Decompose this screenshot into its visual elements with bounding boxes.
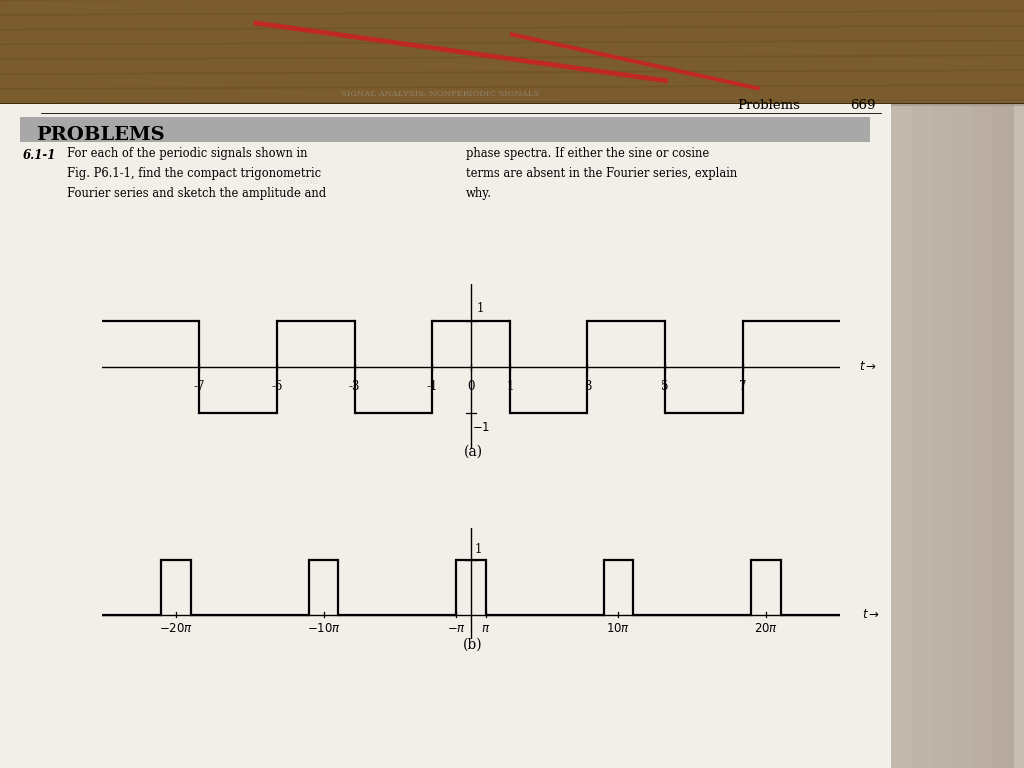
- Text: 5: 5: [662, 379, 669, 392]
- Text: terms are absent in the Fourier series, explain: terms are absent in the Fourier series, …: [466, 167, 737, 180]
- Text: Problems: Problems: [737, 99, 800, 112]
- Bar: [993, 104, 1014, 768]
- Text: -1: -1: [427, 379, 438, 392]
- Text: (b): (b): [463, 638, 483, 652]
- Text: PROBLEMS: PROBLEMS: [36, 126, 165, 144]
- Bar: [891, 104, 1024, 768]
- Text: Fourier series and sketch the amplitude and: Fourier series and sketch the amplitude …: [67, 187, 326, 200]
- Text: SIGNAL ANALYSIS: NONPERIODIC SIGNALS: SIGNAL ANALYSIS: NONPERIODIC SIGNALS: [341, 90, 540, 98]
- Bar: [932, 104, 952, 768]
- Text: $π$: $π$: [481, 622, 490, 635]
- Text: 3: 3: [584, 379, 591, 392]
- Text: -3: -3: [349, 379, 360, 392]
- Text: $10π$: $10π$: [606, 622, 631, 635]
- Text: 1: 1: [506, 379, 513, 392]
- Text: phase spectra. If either the sine or cosine: phase spectra. If either the sine or cos…: [466, 147, 710, 161]
- Text: $t\rightarrow$: $t\rightarrow$: [862, 608, 880, 621]
- Text: $t\rightarrow$: $t\rightarrow$: [859, 360, 878, 373]
- Bar: [891, 104, 911, 768]
- Text: 669: 669: [850, 99, 876, 112]
- Bar: [973, 104, 993, 768]
- Bar: [20, 117, 870, 142]
- Text: -5: -5: [271, 379, 283, 392]
- Text: (a): (a): [464, 445, 482, 458]
- Text: Fig. P6.1-1, find the compact trigonometric: Fig. P6.1-1, find the compact trigonomet…: [67, 167, 321, 180]
- Text: $20π$: $20π$: [754, 622, 778, 635]
- Bar: [952, 104, 973, 768]
- Text: -7: -7: [194, 379, 205, 392]
- Text: $-π$: $-π$: [446, 622, 466, 635]
- Text: $-20π$: $-20π$: [159, 622, 194, 635]
- Text: of term...: of term...: [287, 190, 326, 198]
- Text: 7: 7: [739, 379, 746, 392]
- Text: 1: 1: [475, 543, 482, 556]
- Text: 1: 1: [477, 303, 484, 316]
- Text: 6.1-1: 6.1-1: [23, 149, 56, 162]
- Text: of term...: of term...: [287, 178, 326, 187]
- Bar: [0, 0, 1024, 104]
- Bar: [0, 104, 891, 768]
- Bar: [911, 104, 932, 768]
- Text: $-10π$: $-10π$: [306, 622, 341, 635]
- Text: 0: 0: [467, 379, 475, 392]
- Text: For each of the periodic signals shown in: For each of the periodic signals shown i…: [67, 147, 307, 161]
- Text: why.: why.: [466, 187, 492, 200]
- Text: $-1$: $-1$: [472, 421, 489, 434]
